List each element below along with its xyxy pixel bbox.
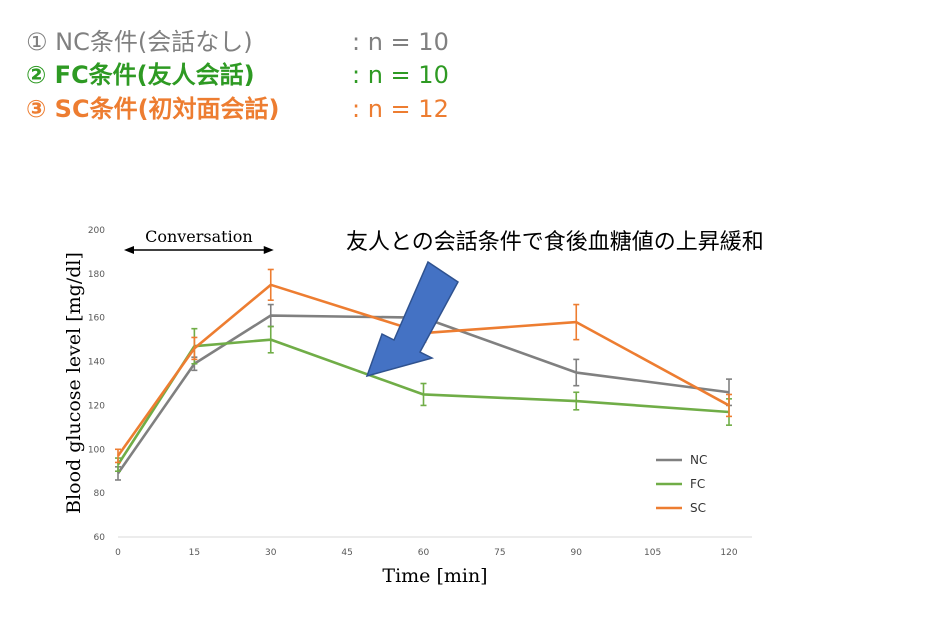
conversation-arrow-right (263, 246, 274, 254)
series-line (116, 283, 730, 457)
y-tick-label: 120 (88, 401, 105, 411)
condition-sc: ③ SC条件(初対面会話) : n = 12 (26, 95, 449, 123)
x-tick-label: 105 (644, 548, 661, 558)
condition-label: ① NC条件(会話なし) (26, 28, 253, 56)
y-tick-label: 180 (88, 270, 105, 280)
error-bar (573, 303, 580, 341)
y-tick-label: 140 (88, 358, 105, 368)
y-tick-label: 160 (88, 314, 105, 324)
conversation-label: Conversation (145, 227, 253, 246)
chart-legend: NC FC SC (656, 453, 707, 515)
condition-fc: ② FC条件(友人会話) : n = 10 (26, 61, 449, 89)
conversation-arrow-left (124, 246, 134, 254)
x-tick-label: 45 (341, 548, 352, 558)
y-tick-label: 60 (94, 533, 106, 543)
x-tick-label: 90 (571, 548, 583, 558)
x-tick-label: 15 (189, 548, 200, 558)
condition-label: ③ SC条件(初対面会話) (26, 95, 280, 123)
error-bar (267, 268, 274, 301)
y-tick-label: 100 (88, 445, 105, 455)
tick-labels: 0 15 30 45 60 75 90 105 120 60 80 100 120 140 160 180 20… (88, 226, 738, 558)
legend-label: SC (690, 501, 706, 515)
x-tick-label: 75 (494, 548, 505, 558)
condition-n: : n = 12 (352, 95, 449, 123)
legend-item-nc: NC (656, 453, 707, 467)
legend-item-fc: FC (656, 477, 705, 491)
condition-nc: ① NC条件(会話なし) : n = 10 (26, 28, 449, 56)
error-bar (420, 382, 427, 407)
series-line (116, 314, 730, 475)
chart-series (115, 268, 732, 481)
x-tick-label: 60 (418, 548, 430, 558)
error-bar (267, 325, 274, 354)
error-bar (573, 358, 580, 387)
annotation-text: 友人との会話条件で食後血糖値の上昇緩和 (346, 230, 764, 255)
legend-label: NC (690, 453, 707, 467)
condition-n: : n = 10 (352, 28, 449, 56)
conversation-marker: Conversation (124, 227, 274, 254)
error-bar (191, 336, 198, 361)
x-tick-label: 30 (265, 548, 277, 558)
x-tick-label: 120 (720, 548, 737, 558)
highlight-arrow-icon (365, 260, 459, 378)
y-axis-label: Blood glucose level [mg/dl] (63, 252, 85, 514)
y-tick-label: 80 (94, 489, 106, 499)
error-bar (726, 393, 732, 418)
condition-label: ② FC条件(友人会話) (26, 61, 255, 89)
series-fc (115, 325, 732, 473)
x-axis-label: Time [min] (382, 565, 487, 587)
y-tick-label: 200 (88, 226, 105, 236)
x-tick-label: 0 (115, 548, 121, 558)
condition-n: : n = 10 (352, 61, 449, 89)
legend-item-sc: SC (656, 501, 706, 515)
error-bar (115, 448, 121, 464)
error-bar (573, 391, 580, 411)
legend-label: FC (690, 477, 705, 491)
